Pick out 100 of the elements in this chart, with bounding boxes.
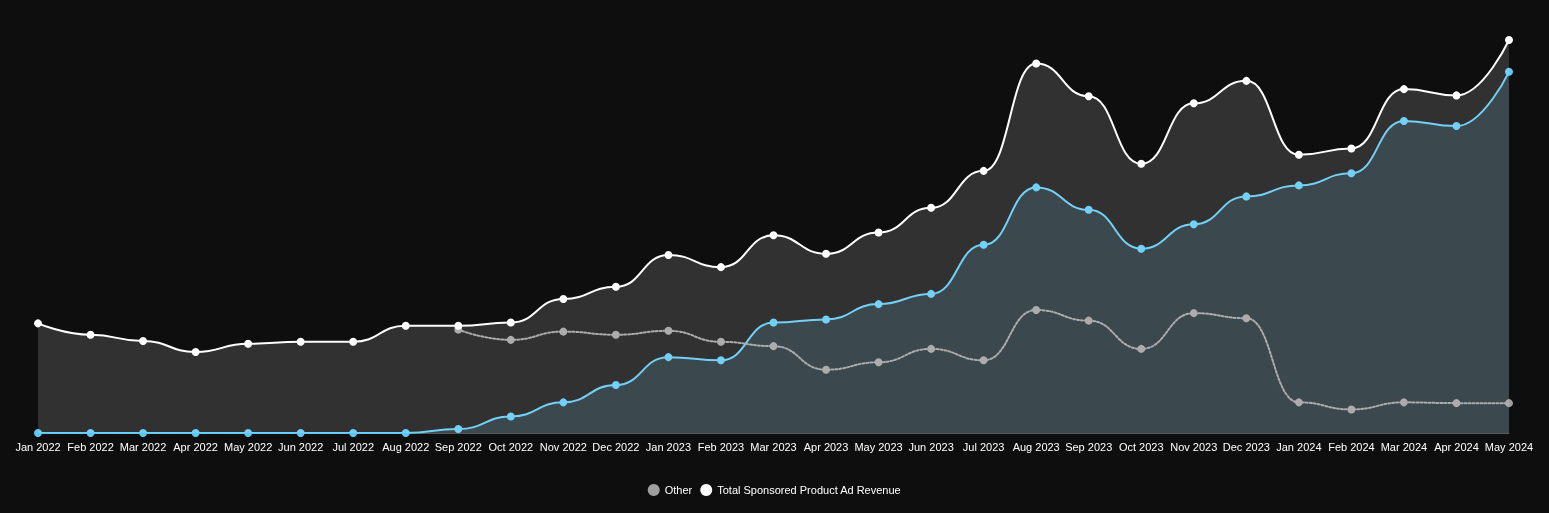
x-tick-label: Sep 2023 <box>1065 440 1113 453</box>
point <box>349 337 358 346</box>
x-tick-label: Sep 2022 <box>434 440 482 453</box>
x-tick-label: Jan 2024 <box>1276 440 1322 453</box>
x-tick-label: Aug 2023 <box>1012 440 1060 453</box>
point <box>559 327 568 336</box>
point <box>1505 399 1513 408</box>
point <box>1137 244 1146 253</box>
point <box>1452 122 1461 131</box>
x-tick-label: Feb 2024 <box>1328 440 1375 453</box>
x-tick-label: May 2024 <box>1484 440 1534 453</box>
x-tick-label: Jul 2023 <box>962 440 1005 453</box>
x-tick-label: Feb 2023 <box>697 440 745 453</box>
point <box>822 365 831 374</box>
point <box>927 203 936 212</box>
x-tick-label: Mar 2023 <box>750 440 797 453</box>
point <box>506 335 515 344</box>
point <box>1137 159 1146 168</box>
point <box>979 166 988 175</box>
x-tick-label: Nov 2023 <box>1170 440 1218 453</box>
x-tick-label: Apr 2023 <box>803 440 849 453</box>
point <box>1189 220 1198 229</box>
point <box>979 240 988 249</box>
point <box>139 429 148 437</box>
point <box>822 249 831 258</box>
point <box>1189 309 1198 318</box>
x-tick-label: May 2022 <box>223 440 273 453</box>
point <box>191 348 200 357</box>
legend-label: Total Sponsored Product Ad Revenue <box>717 484 901 496</box>
point <box>1294 181 1303 190</box>
point <box>1505 67 1513 76</box>
point <box>769 318 778 327</box>
x-tick-label: Jun 2022 <box>278 440 324 453</box>
point <box>86 429 95 437</box>
point <box>244 339 253 348</box>
point <box>769 231 778 240</box>
point <box>1242 314 1251 323</box>
point <box>822 315 831 324</box>
point <box>1084 316 1093 325</box>
x-tick-label: Jun 2023 <box>908 440 954 453</box>
point <box>1347 405 1356 414</box>
point <box>454 321 463 330</box>
point <box>1137 344 1146 353</box>
point <box>927 344 936 353</box>
x-tick-label: Jan 2022 <box>15 440 61 453</box>
point <box>1189 99 1198 108</box>
point <box>716 263 725 272</box>
point <box>1452 91 1461 100</box>
x-tick-label: Aug 2022 <box>382 440 430 453</box>
x-tick-label: Oct 2023 <box>1118 440 1164 453</box>
point <box>874 228 883 237</box>
point <box>664 326 673 335</box>
point <box>1294 150 1303 159</box>
legend-label: Other <box>664 484 693 496</box>
point <box>559 294 568 303</box>
point <box>34 319 42 328</box>
point <box>664 353 673 362</box>
x-tick-label: Nov 2022 <box>539 440 587 453</box>
x-tick-label: Apr 2022 <box>173 440 218 453</box>
x-tick-label: Dec 2022 <box>592 440 640 453</box>
point <box>349 429 358 437</box>
point <box>1032 59 1041 68</box>
point <box>244 429 253 437</box>
point <box>1294 398 1303 407</box>
point <box>1347 144 1356 153</box>
point <box>139 337 148 346</box>
x-tick-label: Mar 2024 <box>1380 440 1428 453</box>
point <box>979 356 988 365</box>
x-tick-label: Jul 2022 <box>332 440 375 453</box>
point <box>296 337 305 346</box>
point <box>874 358 883 367</box>
x-tick-label: May 2023 <box>854 440 903 453</box>
point <box>1084 92 1093 101</box>
point <box>664 250 673 259</box>
x-tick-label: Dec 2023 <box>1222 440 1270 453</box>
point <box>86 330 95 339</box>
point <box>454 425 463 434</box>
point <box>1347 169 1356 178</box>
x-tick-label: Feb 2022 <box>67 440 114 453</box>
point <box>401 321 410 330</box>
point <box>296 429 305 437</box>
x-tick-label: Jan 2023 <box>645 440 692 453</box>
point <box>1242 192 1251 201</box>
x-tick-label: Apr 2024 <box>1434 440 1479 453</box>
point <box>1032 183 1041 192</box>
point <box>1242 76 1251 85</box>
point <box>716 337 725 346</box>
point <box>769 342 778 351</box>
point <box>1399 398 1408 407</box>
point <box>1452 399 1461 408</box>
point <box>927 289 936 298</box>
point <box>191 429 200 437</box>
point <box>874 300 883 309</box>
point <box>1399 116 1408 125</box>
x-tick-label: Oct 2022 <box>488 440 534 453</box>
point <box>559 398 568 407</box>
point <box>611 282 620 291</box>
point <box>611 330 620 339</box>
point <box>401 429 410 437</box>
point <box>1399 85 1408 94</box>
